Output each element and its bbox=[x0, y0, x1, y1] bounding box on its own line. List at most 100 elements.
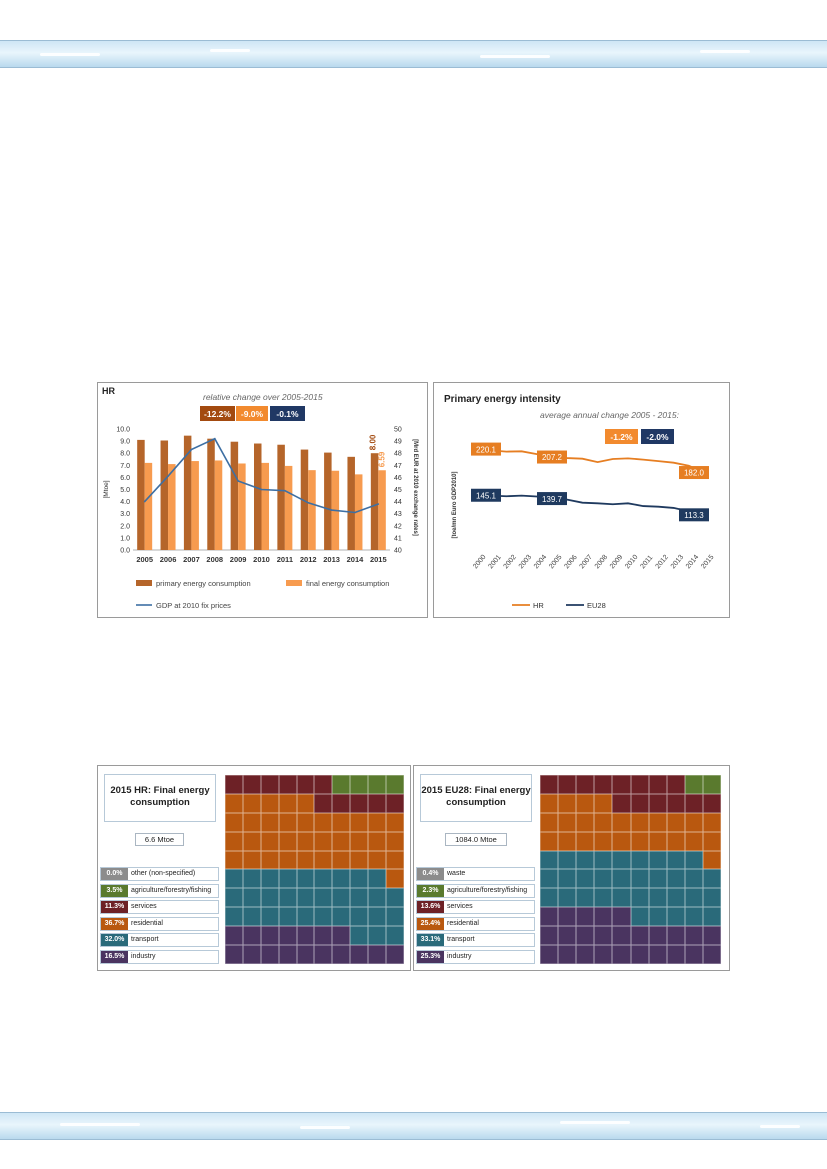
waffle-cell bbox=[314, 926, 333, 946]
x-tick-label: 2012 bbox=[655, 554, 670, 571]
waffle-cell bbox=[296, 888, 315, 908]
bar-primary bbox=[324, 452, 332, 550]
y-tick-label: 10.0 bbox=[116, 427, 130, 434]
y-right-tick-label: 44 bbox=[394, 499, 402, 506]
x-tick-label: 2006 bbox=[160, 555, 177, 564]
waffle-cell bbox=[684, 926, 703, 946]
label-final-2015: 6.59 bbox=[377, 451, 386, 467]
top-banner bbox=[0, 40, 827, 68]
waffle-cell bbox=[702, 793, 721, 813]
waffle-cell bbox=[666, 888, 685, 908]
waffle-cell bbox=[702, 850, 721, 870]
x-tick-label: 2011 bbox=[639, 554, 654, 570]
point-gdp bbox=[190, 448, 193, 451]
waffle-cell bbox=[386, 907, 404, 927]
waffle-cell bbox=[576, 869, 595, 889]
waffle-cell bbox=[702, 945, 721, 964]
waffle-cell bbox=[540, 850, 559, 870]
waffle-cell bbox=[225, 926, 243, 946]
waffle-cell bbox=[260, 775, 279, 794]
waffle-cell bbox=[314, 775, 333, 794]
waffle-cell bbox=[540, 775, 559, 794]
waffle-cell bbox=[612, 945, 631, 964]
waffle-cell bbox=[260, 850, 279, 870]
waffle-cell bbox=[260, 812, 279, 832]
waffle-cell bbox=[332, 775, 351, 794]
waffle-cell bbox=[630, 850, 649, 870]
y-right-axis-label: [Mrd EUR at 2010 exchange rates] bbox=[412, 439, 418, 536]
bar-final bbox=[308, 470, 316, 550]
x-tick-label: 2005 bbox=[136, 555, 153, 564]
waffle-cell bbox=[278, 850, 297, 870]
legend-row: 25.3% industry bbox=[416, 949, 535, 964]
bar-primary bbox=[347, 456, 355, 550]
x-tick-label: 2007 bbox=[579, 554, 594, 571]
waffle-cell bbox=[576, 831, 595, 851]
waffle-cell bbox=[350, 888, 369, 908]
waffle-cell bbox=[278, 812, 297, 832]
y-tick-label: 5.0 bbox=[120, 487, 130, 494]
x-tick-label: 2013 bbox=[670, 554, 685, 571]
waffle-cell bbox=[702, 775, 721, 794]
line-eu28 bbox=[475, 494, 705, 516]
waffle-cell bbox=[278, 775, 297, 794]
waffle-cell bbox=[594, 869, 613, 889]
waffle-cell bbox=[225, 831, 243, 851]
waffle-cell bbox=[666, 793, 685, 813]
waffle-cell bbox=[296, 812, 315, 832]
x-tick-label: 2014 bbox=[347, 555, 365, 564]
y-tick-label: 1.0 bbox=[120, 535, 130, 542]
bar-primary bbox=[160, 440, 169, 550]
waffle-cell bbox=[386, 775, 404, 794]
waffle-cell bbox=[666, 907, 685, 927]
x-tick-label: 2004 bbox=[533, 554, 548, 571]
waffle-cell bbox=[594, 831, 613, 851]
legend-label: transport bbox=[447, 936, 475, 943]
waffle-cell bbox=[594, 907, 613, 927]
waffle-cell bbox=[225, 850, 243, 870]
bar-final bbox=[284, 465, 293, 550]
y-right-tick-label: 49 bbox=[394, 439, 402, 446]
hr-chart-title: HR bbox=[102, 386, 115, 396]
legend-pct: 33.1% bbox=[417, 934, 444, 946]
waffle-cell bbox=[612, 831, 631, 851]
waffle-cell bbox=[558, 850, 577, 870]
hr-chart-panel: HR relative change over 2005-2015 -12.2%… bbox=[97, 382, 428, 618]
waffle-cell bbox=[612, 775, 631, 794]
waffle-cell bbox=[612, 850, 631, 870]
bar-primary bbox=[183, 435, 192, 550]
legend-pct: 25.3% bbox=[417, 950, 444, 963]
waffle-cell bbox=[540, 907, 559, 927]
waffle-cell bbox=[314, 907, 333, 927]
waffle-cell bbox=[540, 888, 559, 908]
bar-primary bbox=[300, 449, 309, 550]
waffle-cell bbox=[576, 888, 595, 908]
waffle-cell bbox=[612, 926, 631, 946]
waffle-cell bbox=[594, 812, 613, 832]
waffle-cell bbox=[332, 850, 351, 870]
y-tick-label: 3.0 bbox=[120, 511, 130, 518]
waffle-cell bbox=[350, 945, 369, 964]
y-tick-label: 0.0 bbox=[120, 548, 130, 555]
legend-pct: 0.4% bbox=[417, 868, 444, 880]
waffle-cell bbox=[296, 945, 315, 964]
legend-label: residential bbox=[131, 919, 163, 927]
x-tick-label: 2008 bbox=[594, 554, 609, 571]
bar-final bbox=[191, 461, 199, 550]
x-tick-label: 2010 bbox=[624, 554, 639, 571]
waffle-cell bbox=[630, 926, 649, 946]
waffle-cell bbox=[296, 907, 315, 927]
waffle-cell bbox=[594, 888, 613, 908]
legend-label: services bbox=[131, 903, 157, 910]
x-tick-label: 2013 bbox=[323, 555, 340, 564]
legend-label: residential bbox=[447, 919, 479, 927]
waffle-cell bbox=[386, 812, 404, 832]
legend-pct: 13.6% bbox=[417, 901, 444, 913]
value-label-bg-eu bbox=[471, 488, 501, 502]
value-label-hr: 182.0 bbox=[684, 469, 705, 478]
y-axis-label: [Mtoe] bbox=[103, 480, 110, 498]
waffle-cell bbox=[368, 869, 387, 889]
value-label-hr: 207.2 bbox=[542, 453, 563, 462]
bar-primary bbox=[254, 443, 262, 550]
waffle-cell bbox=[350, 831, 369, 851]
